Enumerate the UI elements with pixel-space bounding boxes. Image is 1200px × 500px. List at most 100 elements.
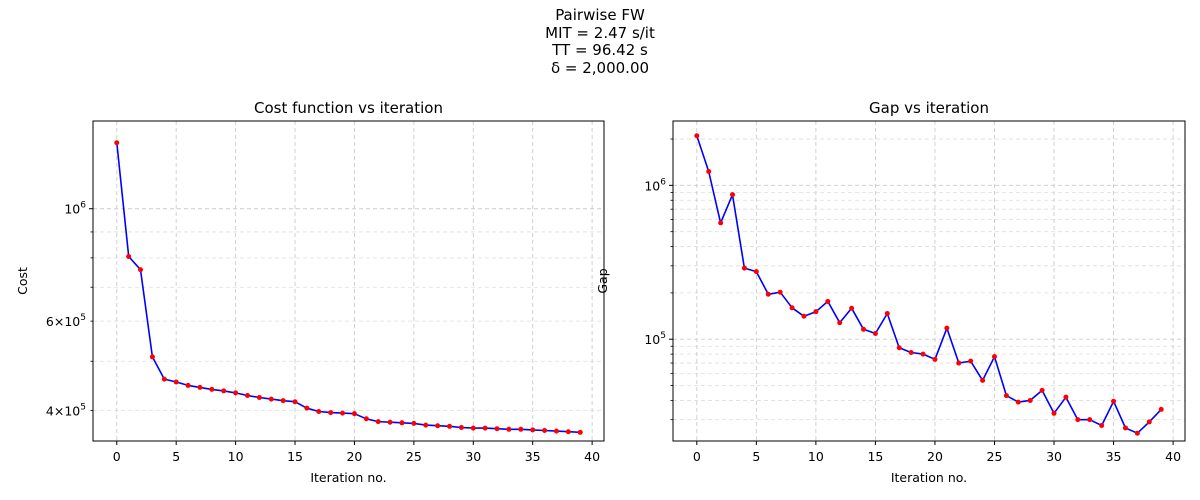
data-point	[1015, 399, 1021, 405]
suptitle-line-mit: MIT = 2.47 s/it	[545, 23, 655, 42]
data-point	[1111, 398, 1117, 404]
data-point	[506, 426, 512, 432]
data-point	[411, 420, 417, 426]
data-point	[813, 309, 819, 315]
data-point	[741, 265, 747, 271]
data-point	[718, 220, 724, 226]
x-tick-label: 20	[927, 449, 943, 464]
y-axis-label: Gap	[595, 268, 610, 293]
data-point	[244, 392, 250, 398]
data-point	[694, 133, 700, 139]
data-point	[1063, 394, 1069, 400]
suptitle-line-method: Pairwise FW	[555, 6, 645, 24]
chart-cost: 0 5 10 15 20 25 30 35 40 106 4×105 6×105 Cost functi…	[15, 99, 605, 485]
data-point	[138, 267, 144, 273]
x-tick-label: 40	[584, 449, 600, 464]
data-point	[753, 269, 759, 275]
data-point	[363, 416, 369, 422]
x-tick-label: 0	[113, 449, 121, 464]
data-point	[375, 419, 381, 425]
data-point	[458, 425, 464, 431]
data-point	[553, 428, 559, 434]
y-tick-label: 106	[644, 177, 666, 193]
data-point	[1039, 387, 1045, 393]
data-point	[789, 305, 795, 311]
data-point	[280, 398, 286, 404]
x-tick-label: 5	[172, 449, 180, 464]
data-point	[980, 377, 986, 383]
data-point	[956, 360, 962, 366]
data-point	[1146, 419, 1152, 425]
data-point	[316, 408, 322, 414]
data-point	[173, 379, 179, 385]
data-point	[932, 356, 938, 362]
x-tick-label: 15	[287, 449, 303, 464]
data-point	[256, 395, 262, 401]
data-point	[328, 410, 334, 416]
data-point	[1134, 430, 1140, 436]
data-point	[1158, 406, 1164, 412]
x-tick-label: 5	[752, 449, 760, 464]
data-point	[861, 326, 867, 332]
data-point	[920, 351, 926, 357]
x-tick-label: 0	[693, 449, 701, 464]
x-tick-label: 20	[346, 449, 362, 464]
data-point	[435, 423, 441, 429]
data-point	[896, 345, 902, 351]
data-point	[292, 399, 298, 405]
data-point	[1099, 422, 1105, 428]
data-point	[518, 426, 524, 432]
y-tick-label: 6×105	[46, 313, 86, 329]
data-point	[825, 298, 831, 304]
data-point	[1027, 397, 1033, 403]
data-point	[233, 390, 239, 396]
data-point	[944, 325, 950, 331]
data-point	[268, 396, 274, 402]
data-point	[1051, 410, 1057, 416]
data-point	[565, 429, 571, 435]
data-point	[482, 425, 488, 431]
data-point	[849, 305, 855, 311]
x-tick-label: 25	[987, 449, 1003, 464]
data-point	[765, 291, 771, 297]
data-point	[126, 253, 132, 259]
data-point	[114, 140, 120, 146]
chart-title: Cost function vs iteration	[254, 99, 443, 117]
y-tick-label: 106	[64, 201, 86, 217]
suptitle-line-delta: δ = 2,000.00	[550, 58, 650, 77]
data-point	[884, 310, 890, 316]
x-tick-label: 25	[406, 449, 422, 464]
axes-frame	[672, 120, 1186, 442]
data-point	[221, 388, 227, 394]
data-point	[530, 427, 536, 433]
data-point	[161, 376, 167, 382]
series-line	[116, 142, 581, 434]
data-point	[1003, 393, 1009, 399]
data-point	[304, 405, 310, 411]
data-point	[872, 330, 878, 336]
data-point	[801, 313, 807, 319]
x-tick-label: 15	[867, 449, 883, 464]
figure-suptitle: Pairwise FW MIT = 2.47 s/it TT = 96.42 s…	[0, 6, 1200, 77]
data-point	[777, 289, 783, 295]
data-point	[387, 419, 393, 425]
axes-frame	[92, 120, 605, 442]
data-point	[209, 386, 215, 392]
data-point	[1122, 425, 1128, 431]
data-point	[577, 429, 583, 435]
data-point	[494, 426, 500, 432]
data-point	[340, 410, 346, 416]
x-tick-label: 35	[1106, 449, 1122, 464]
x-axis-label: Iteration no.	[310, 470, 386, 485]
suptitle-line-tt: TT = 96.42 s	[552, 41, 648, 59]
y-tick-label: 4×105	[46, 402, 86, 418]
data-point	[837, 320, 843, 326]
x-tick-label: 30	[1046, 449, 1062, 464]
data-point	[470, 425, 476, 431]
data-point	[1087, 417, 1093, 423]
data-point	[542, 428, 548, 434]
data-point	[706, 169, 712, 175]
x-tick-label: 30	[465, 449, 481, 464]
data-point	[968, 358, 974, 364]
